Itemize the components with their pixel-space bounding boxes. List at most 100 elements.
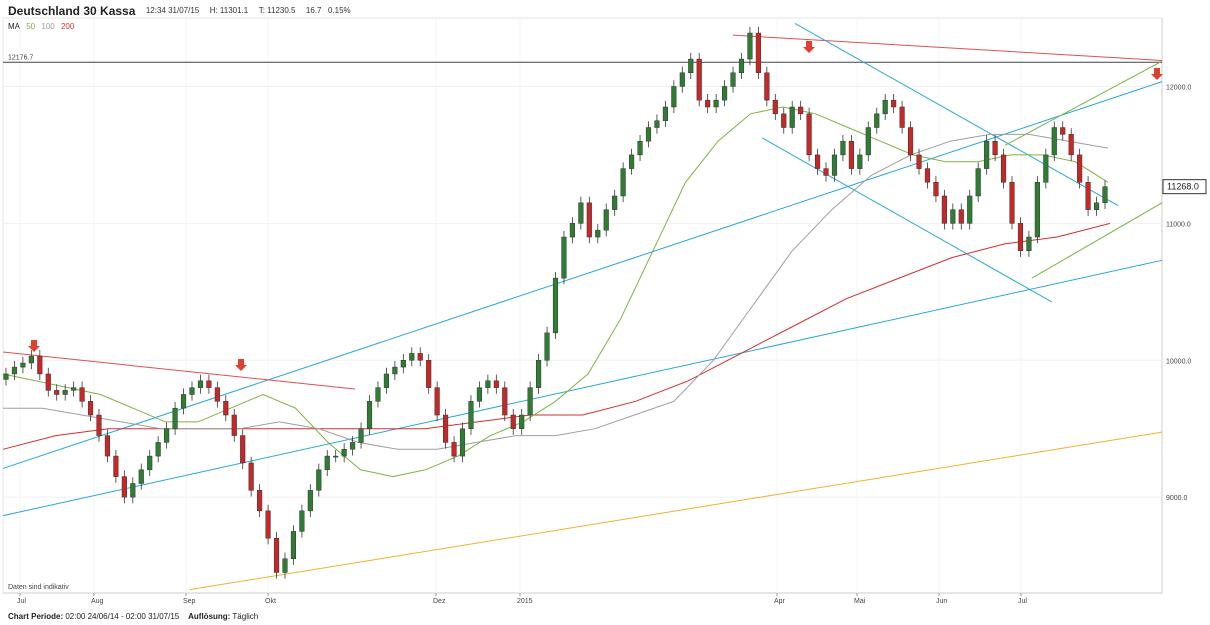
ma100-label[interactable]: 100 [41,22,55,31]
last-price-label: 11268.0 [1167,182,1199,192]
candle-body [730,72,736,87]
candle-body [121,476,127,498]
candle-body [798,106,804,115]
candle-body [476,387,482,402]
candle-body [1093,202,1100,210]
candle-body [806,113,812,156]
candle-body [578,202,584,224]
candle-body [1102,186,1108,204]
candle-body [468,401,474,429]
chart-footer: Chart Periode: 02:00 24/06/14 - 02:00 31… [8,612,258,621]
candle-body [1043,154,1049,183]
candle-body [569,223,575,238]
candle-body [54,390,60,395]
quote-change: 16.7 [305,6,322,16]
candle-body [493,380,499,388]
candle-body [79,387,85,402]
candle-body [984,140,990,169]
candle-body [197,380,204,388]
candle-body [350,442,356,450]
candle-body [1017,223,1024,251]
candle-body [848,140,854,169]
candle-body [1026,236,1032,251]
support-line-green-upper [1004,60,1163,146]
candle-body [958,209,964,224]
arrow-down-icon [28,340,40,352]
candle-body [265,510,271,539]
candle-body [789,106,795,128]
candle-body [383,373,389,388]
candle-body [916,154,922,169]
candle-body [248,462,254,491]
candle-body [705,99,711,108]
quote-low: T: 11230.5 [258,6,296,16]
candle-body [282,558,288,573]
candle-body [907,127,914,156]
candle-body [3,373,9,380]
candle-body [688,58,694,74]
candle-body [950,209,956,224]
ma-label: MA [8,22,20,31]
candle-body [1077,154,1083,183]
candle-body [933,182,939,197]
ma200-label[interactable]: 200 [60,22,75,31]
candle-body [451,442,457,457]
candle-body [713,99,719,108]
candle-body [814,154,821,169]
x-tick-label: Jun [936,598,947,605]
candle-body [443,414,449,443]
y-tick-label: 11000.0 [1166,221,1191,228]
support-line-green-lower [1031,202,1163,279]
candle-body [645,127,652,142]
candle-body [307,490,313,512]
candle-body [1060,127,1066,135]
candle-body [409,353,415,361]
resolution-value: Täglich [232,612,259,621]
candle-body [679,72,685,87]
x-tick-label: Okt [265,598,276,605]
candle-body [155,442,161,457]
chart-header: Deutschland 30 Kassa 12:34 31/07/15 H: 1… [8,2,351,20]
quote-high: H: 11301.1 [209,6,249,16]
candle-body [87,401,94,416]
candle-body [823,168,829,176]
candle-body [831,154,838,176]
candle-body [316,469,322,491]
candle-body [214,387,220,402]
candle-body [975,168,981,197]
candle-body [358,428,364,443]
candle-body [164,428,170,443]
candle-body [1034,182,1040,238]
down-channel-upper [794,23,1119,206]
candle-body [231,414,237,436]
candle-body [764,72,770,101]
ma50-label[interactable]: 50 [26,22,36,31]
candle-body [28,355,34,364]
candle-body [434,387,440,416]
instrument-title: Deutschland 30 Kassa [8,3,136,18]
data-disclaimer: Daten sind indikativ [8,584,69,591]
resistance-line-2 [732,34,1163,61]
x-tick-label: Jul [1018,598,1027,605]
candle-body [544,332,550,361]
candle-body [45,373,51,391]
candle-body [113,455,119,477]
candle-body [637,140,643,156]
x-tick-label: Apr [774,598,786,605]
channel-line-upper [2,81,1163,469]
candle-body [1085,182,1091,210]
candle-body [671,86,677,108]
candle-body [519,414,525,429]
candle-body [941,195,947,224]
candle-body [527,387,533,416]
candle-body [290,531,297,560]
candle-body [1068,134,1074,156]
candle-body [536,360,542,388]
candle-body [324,455,330,471]
arrow-down-icon [803,41,815,53]
ma100-line [3,133,1109,450]
candle-body [459,428,466,457]
candle-body [172,407,178,429]
candle-body [180,394,187,409]
